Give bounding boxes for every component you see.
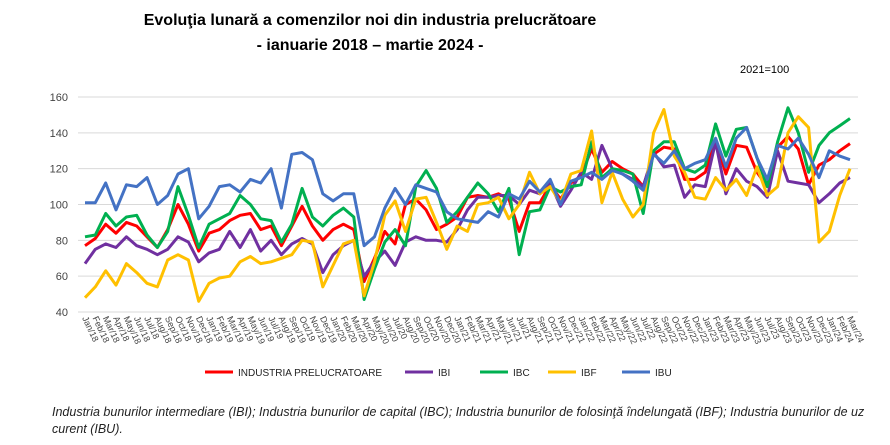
chart-subtitle: - ianuarie 2018 – martie 2024 - bbox=[256, 37, 484, 54]
series-line-ibc bbox=[84, 106, 851, 301]
y-tick-label: 140 bbox=[50, 128, 68, 140]
y-tick-label: 100 bbox=[50, 200, 68, 212]
chart-title: Evoluţia lunară a comenzilor noi din ind… bbox=[143, 12, 597, 29]
line-chart: 406080100120140160Jan/18Feb/18Mar/18Apr/… bbox=[50, 92, 866, 379]
legend-label: INDUSTRIA PRELUCRATOARE bbox=[238, 368, 382, 379]
series-line-ibf bbox=[83, 108, 852, 303]
legend-label: IBC bbox=[513, 368, 530, 379]
y-tick-label: 40 bbox=[56, 307, 68, 319]
legend-label: IBU bbox=[655, 368, 672, 379]
legend-label: IBI bbox=[438, 368, 450, 379]
footnote: Industria bunurilor intermediare (IBI); … bbox=[52, 405, 865, 436]
y-tick-label: 160 bbox=[50, 92, 68, 104]
y-tick-label: 60 bbox=[56, 271, 68, 283]
legend-label: IBF bbox=[581, 368, 597, 379]
series-line-ibi bbox=[83, 140, 851, 278]
y-tick-label: 120 bbox=[50, 164, 68, 176]
base-year-note: 2021=100 bbox=[740, 64, 790, 76]
y-tick-label: 80 bbox=[56, 235, 68, 247]
series-line-ibu bbox=[85, 126, 851, 248]
